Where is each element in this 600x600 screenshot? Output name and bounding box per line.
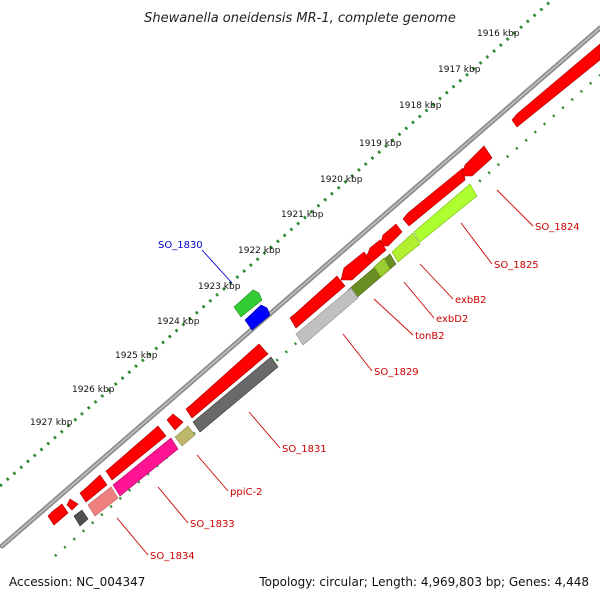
gene-arrow-exbd2[interactable] — [379, 223, 403, 247]
gene-block-exbd2[interactable] — [373, 257, 391, 278]
tick-label: 1927 kbp — [30, 418, 73, 428]
gene-arrow-small[interactable] — [365, 239, 387, 263]
tick-label: 1917 kbp — [438, 65, 481, 75]
forward-track — [233, 289, 271, 331]
gene-labels: SO_1824 SO_1825 exbB2 exbD2 tonB2 SO_182… — [150, 222, 580, 562]
gene-block-ppic2[interactable] — [174, 425, 196, 447]
gene-block-so1824[interactable] — [413, 183, 478, 243]
tick-label: 1916 kbp — [477, 29, 520, 39]
topology-text: Topology: circular; Length: 4,969,803 bp… — [258, 575, 589, 589]
gene-arrow-so1833[interactable] — [105, 425, 167, 481]
gene-label-exbb2[interactable]: exbB2 — [455, 295, 486, 306]
gene-arrow-so1830-green[interactable] — [233, 289, 263, 318]
tick-label: 1922 kbp — [238, 246, 281, 256]
gene-arrow-so1831[interactable] — [185, 343, 269, 419]
reverse-track-1 — [47, 43, 600, 526]
gene-block-exbb2[interactable] — [391, 232, 421, 263]
gene-arrow-so1829[interactable] — [289, 275, 346, 329]
tick-label: 1920 kbp — [320, 175, 363, 185]
gene-label-so1825[interactable]: SO_1825 — [494, 260, 539, 271]
gene-arrow-so1834b[interactable] — [66, 498, 79, 511]
gene-label-ppic2[interactable]: ppiC-2 — [230, 487, 262, 498]
gene-label-so1834[interactable]: SO_1834 — [150, 551, 195, 562]
gene-label-exbd2[interactable]: exbD2 — [436, 314, 468, 325]
accession-text: Accession: NC_004347 — [9, 575, 145, 589]
tick-label: 1925 kbp — [115, 351, 158, 361]
kbp-labels: 1916 kbp 1917 kbp 1918 kbp 1919 kbp 1920… — [30, 29, 520, 428]
leader-lines — [116, 189, 534, 556]
gene-arrow-exbb2[interactable] — [461, 145, 493, 177]
gene-block-so1835[interactable] — [73, 509, 89, 527]
tick-label: 1926 kbp — [72, 385, 115, 395]
tick-label: 1919 kbp — [359, 139, 402, 149]
gene-label-so1833[interactable]: SO_1833 — [190, 519, 235, 530]
gene-arrow-so1824[interactable] — [511, 43, 600, 128]
outer-tick-ring — [0, 0, 553, 488]
gene-arrow-tonb2[interactable] — [340, 251, 373, 281]
gene-arrow-so1834a[interactable] — [79, 474, 108, 503]
gene-label-so1830[interactable]: SO_1830 — [158, 240, 203, 251]
gene-label-tonb2[interactable]: tonB2 — [415, 331, 445, 342]
gene-block-so1833[interactable] — [112, 437, 179, 497]
tick-label: 1921 kbp — [281, 210, 324, 220]
gene-arrow-so1825[interactable] — [402, 167, 466, 227]
gene-arrow-so1835[interactable] — [47, 503, 69, 526]
gene-block-so1829[interactable] — [295, 287, 359, 346]
tick-label: 1924 kbp — [157, 317, 200, 327]
tick-label: 1923 kbp — [198, 282, 241, 292]
reverse-track-2 — [73, 183, 478, 527]
gene-block-so1831[interactable] — [192, 356, 279, 433]
gene-label-so1831[interactable]: SO_1831 — [282, 444, 327, 455]
gene-arrow-ppic2[interactable] — [166, 413, 184, 431]
map-title: Shewanella oneidensis MR-1, complete gen… — [144, 11, 456, 26]
gene-label-so1824[interactable]: SO_1824 — [535, 222, 580, 233]
gene-block-so1834[interactable] — [87, 486, 119, 517]
gene-label-so1829[interactable]: SO_1829 — [374, 367, 419, 378]
gene-arrow-so1830-blue[interactable] — [244, 304, 271, 331]
tick-label: 1918 kbp — [399, 101, 442, 111]
